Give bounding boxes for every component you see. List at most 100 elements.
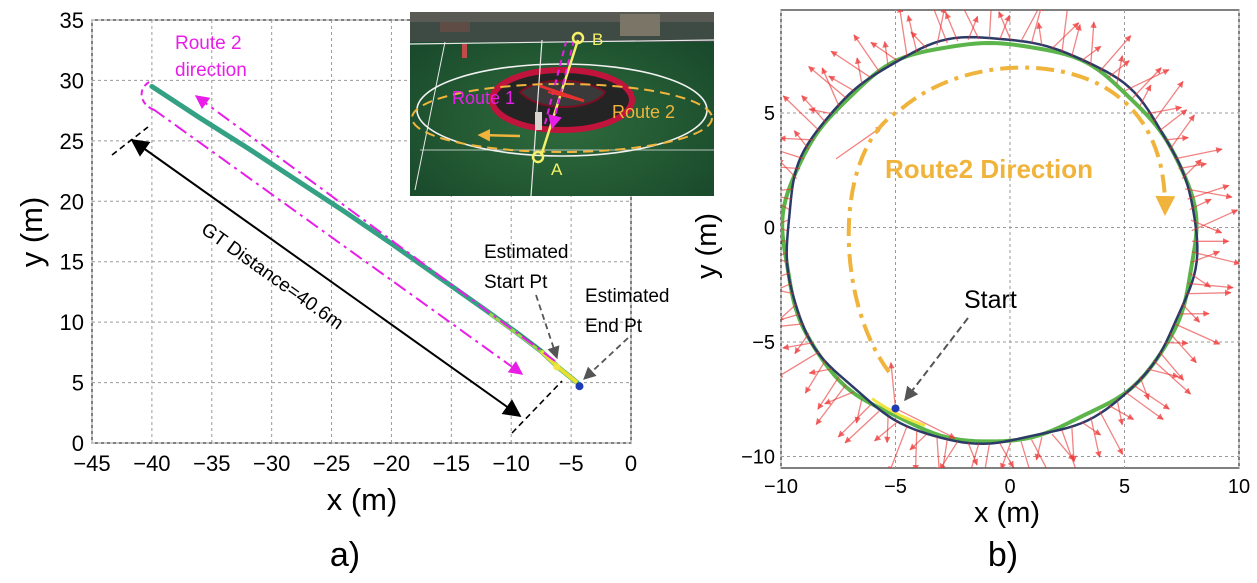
heading-arrow: [781, 323, 805, 327]
heading-arrow: [1061, 430, 1077, 468]
heading-arrow: [988, 10, 992, 39]
heading-arrow: [781, 227, 788, 232]
ticks-a: −45 −40 −35 −30 −25 −20 −15 −10 −5 0 0 5 10 15 20 25 30 3…: [60, 8, 638, 476]
heading-arrow: [967, 442, 978, 466]
heading-arrow: [1030, 10, 1044, 44]
heading-arrow: [945, 12, 959, 42]
start-label-b: Start: [964, 286, 1017, 314]
estimated-end-pointer: [583, 337, 629, 380]
heading-arrow: [999, 14, 1011, 40]
start-point-b: [891, 404, 900, 413]
heading-arrow: [888, 426, 908, 468]
heading-arrow: [781, 251, 788, 256]
heading-arrow: [1164, 339, 1189, 347]
estimated-start-pointer: [535, 294, 560, 360]
heading-arrow: [1116, 55, 1125, 84]
grid-b: [780, 10, 1240, 468]
gt-extension-top: [111, 126, 149, 156]
heading-arrow: [830, 50, 871, 78]
heading-arrow: [1124, 391, 1164, 421]
heading-arrow: [1152, 359, 1192, 395]
heading-arrow: [1036, 22, 1043, 46]
heading-arrow: [781, 272, 790, 277]
heading-arrow: [782, 341, 814, 351]
heading-arrow: [1081, 421, 1102, 436]
heading-arrow: [1174, 147, 1223, 160]
heading-arrow: [781, 150, 805, 160]
x-axis-label-b: x (m): [974, 497, 1040, 529]
inset-label-route2: Route 2: [612, 102, 675, 122]
panel-a: −45 −40 −35 −30 −25 −20 −15 −10 −5 0 0 5 10 15 20 25 30 3…: [14, 8, 715, 574]
heading-arrow: [1181, 303, 1201, 323]
y-tick-label: 15: [60, 250, 84, 275]
inset-label-b: B: [592, 30, 603, 49]
x-tick-label: −10: [764, 476, 798, 498]
x-tick-label: −10: [493, 451, 530, 476]
y-tick-label: −5: [752, 332, 775, 354]
heading-arrow: [793, 130, 810, 150]
x-tick-label: −5: [884, 476, 907, 498]
heading-arrow: [854, 57, 863, 84]
heading-arrow: [1090, 21, 1097, 66]
ticks-b: −10 −5 0 5 10 −10 −5 0 5: [741, 103, 1250, 498]
heading-arrow: [1000, 442, 1012, 468]
heading-arrow: [912, 430, 919, 468]
heading-arrow: [882, 41, 889, 66]
x-tick-label: 0: [1004, 476, 1015, 498]
heading-arrow: [874, 421, 898, 442]
heading-arrow: [967, 15, 979, 40]
heading-arrow: [897, 10, 908, 57]
heading-arrow: [1108, 60, 1130, 78]
panel-b: −10 −5 0 5 10−10−505 Route2 Direction Start …: [691, 9, 1250, 574]
panel-label-b: b): [988, 536, 1018, 574]
heading-arrow: [801, 95, 826, 123]
heading-arrow: [781, 157, 798, 180]
heading-arrow: [963, 10, 980, 40]
heading-arrow: [1116, 398, 1125, 426]
x-tick-label: −5: [559, 451, 584, 476]
heading-arrow: [782, 95, 820, 132]
heading-arrow: [781, 282, 792, 289]
heading-arrow: [837, 404, 871, 438]
heading-arrow: [1178, 161, 1207, 170]
heading-arrows: [781, 10, 1239, 468]
heading-arrow: [828, 75, 855, 92]
heading-arrow: [1164, 134, 1189, 142]
heading-arrow: [970, 443, 980, 468]
heading-arrow: [781, 188, 794, 191]
x-tick-label: −15: [433, 451, 470, 476]
heading-arrow: [936, 10, 947, 46]
estimated-end-label: Estimated End Pt: [585, 286, 675, 337]
heading-arrow: [844, 410, 880, 444]
heading-arrow: [1030, 439, 1048, 468]
heading-arrow: [910, 31, 928, 49]
heading-arrow: [794, 332, 810, 355]
y-tick-label: 5: [764, 103, 775, 125]
heading-arrow: [1061, 10, 1068, 53]
heading-arrow: [781, 303, 798, 322]
heading-arrow: [817, 376, 840, 410]
route2-direction-label-b: Route2 Direction: [885, 154, 1093, 184]
heading-arrow: [853, 34, 880, 72]
route2-arrow-turn: [140, 81, 155, 111]
heading-arrow: [870, 41, 898, 62]
heading-arrow: [1139, 84, 1152, 106]
route2-direction-label: Route 2 direction: [175, 33, 247, 81]
heading-arrow: [781, 196, 792, 200]
start-pointer-b: [904, 317, 969, 402]
y-tick-label: 5: [72, 371, 84, 396]
heading-arrow: [1070, 426, 1077, 463]
heading-arrow: [1132, 384, 1170, 410]
heading-arrow: [781, 166, 801, 170]
y-tick-label: 0: [764, 218, 775, 240]
heading-arrow: [1099, 35, 1132, 72]
y-tick-label: −10: [741, 447, 775, 469]
x-tick-label: −45: [73, 451, 110, 476]
heading-arrow: [1034, 436, 1043, 461]
heading-arrow: [1152, 80, 1184, 123]
x-tick-label: 10: [1228, 476, 1250, 498]
x-tick-label: 0: [625, 451, 637, 476]
heading-arrow: [804, 360, 826, 394]
gt-distance-arrow: [130, 138, 522, 418]
heading-arrow: [808, 66, 847, 99]
